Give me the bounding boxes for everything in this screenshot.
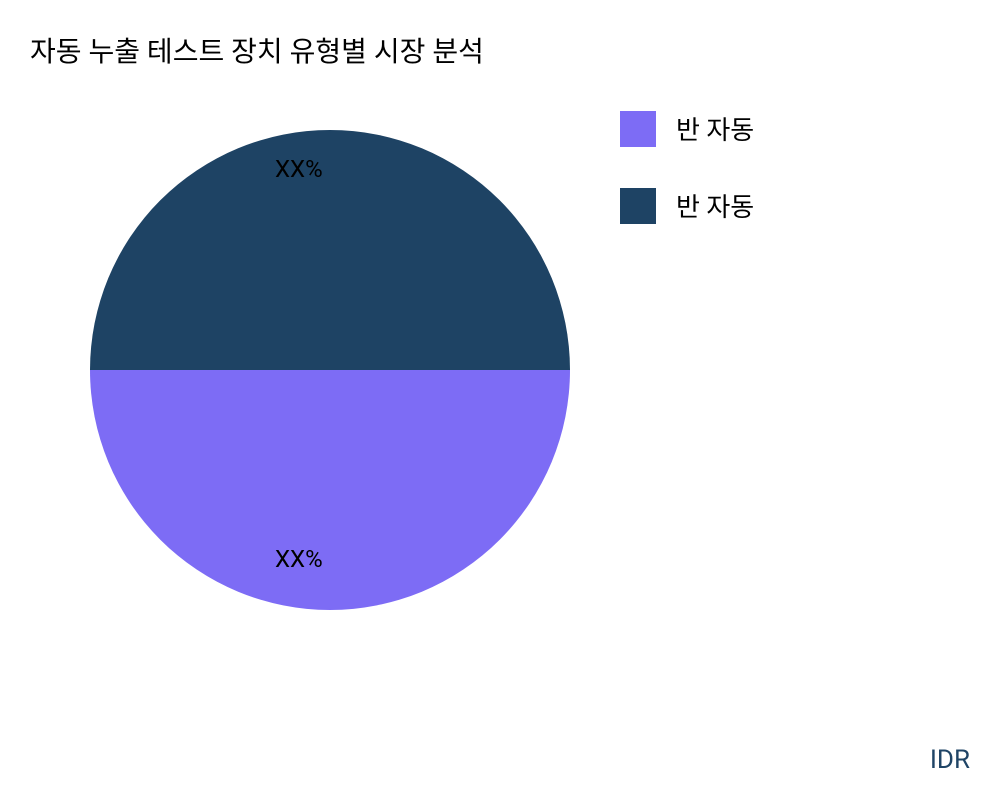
legend-swatch <box>620 111 656 147</box>
pie-chart-container <box>90 130 570 610</box>
legend-label: 반 자동 <box>676 187 754 224</box>
watermark-text: IDR <box>930 745 970 775</box>
slice-label-top: XX% <box>275 155 323 183</box>
slice-label-bottom: XX% <box>275 545 323 573</box>
legend-label: 반 자동 <box>676 110 754 147</box>
pie-slice-bottom <box>90 370 570 610</box>
pie-slice-top <box>90 130 570 370</box>
legend-item: 반 자동 <box>620 110 754 147</box>
chart-title: 자동 누출 테스트 장치 유형별 시장 분석 <box>30 30 484 70</box>
legend: 반 자동 반 자동 <box>620 110 754 264</box>
legend-item: 반 자동 <box>620 187 754 224</box>
pie-chart <box>90 130 570 610</box>
legend-swatch <box>620 188 656 224</box>
